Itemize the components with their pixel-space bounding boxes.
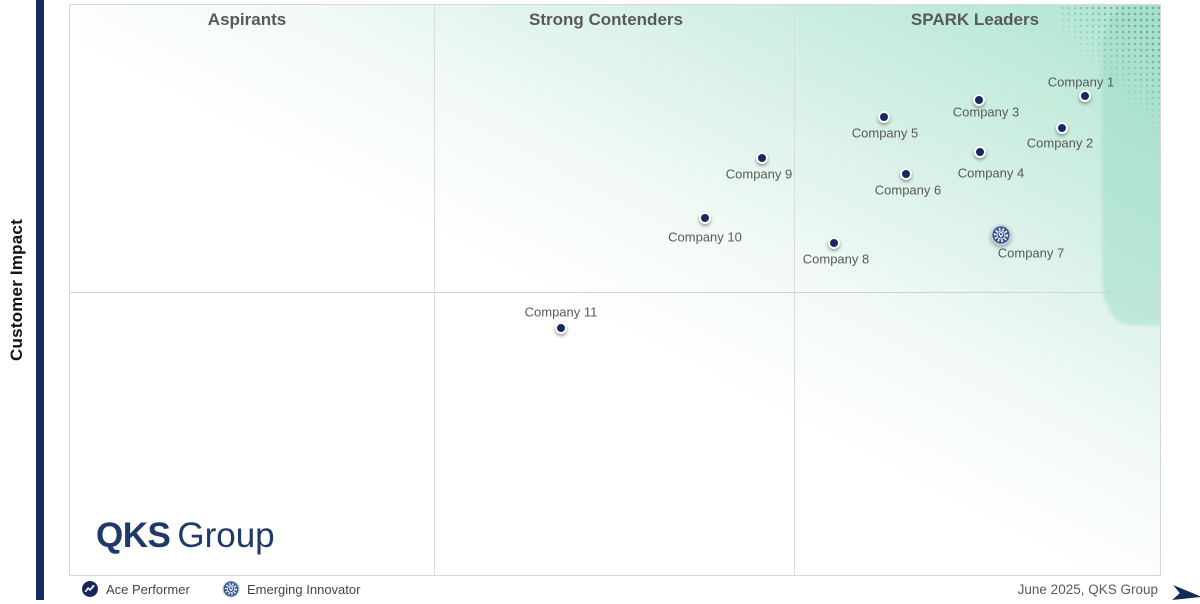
quadrant-chart <box>69 4 1161 576</box>
ace-performer-icon <box>81 580 99 598</box>
legend-item-ace-performer: Ace Performer <box>81 580 190 598</box>
quadrant-divider-vertical-2 <box>794 5 795 575</box>
corner-blob-decoration <box>1102 5 1160 325</box>
legend-item-emerging-innovator: Emerging Innovator <box>222 580 360 598</box>
x-axis-arrow-icon <box>1171 583 1200 604</box>
quadrant-title-spark-leaders: SPARK Leaders <box>910 10 1040 29</box>
quadrant-title-strong-contenders: Strong Contenders <box>529 10 683 29</box>
legend-label-emerging-innovator: Emerging Innovator <box>247 581 361 597</box>
corner-halftone-decoration <box>1060 5 1160 135</box>
footer-date-note: June 2025, QKS Group <box>1017 582 1158 597</box>
legend-label-ace-performer: Ace Performer <box>106 581 190 597</box>
logo-light-text: Group <box>177 516 275 555</box>
emerging-innovator-icon <box>222 580 240 598</box>
y-axis-bar <box>36 0 44 600</box>
quadrant-title-aspirants: Aspirants <box>207 10 287 29</box>
quadrant-divider-vertical-1 <box>434 5 435 575</box>
logo-bold-text: QKS <box>96 516 171 555</box>
quadrant-divider-horizontal <box>70 292 1160 293</box>
y-axis-label: Customer Impact <box>7 219 26 361</box>
qks-group-logo: QKS Group <box>96 516 275 556</box>
